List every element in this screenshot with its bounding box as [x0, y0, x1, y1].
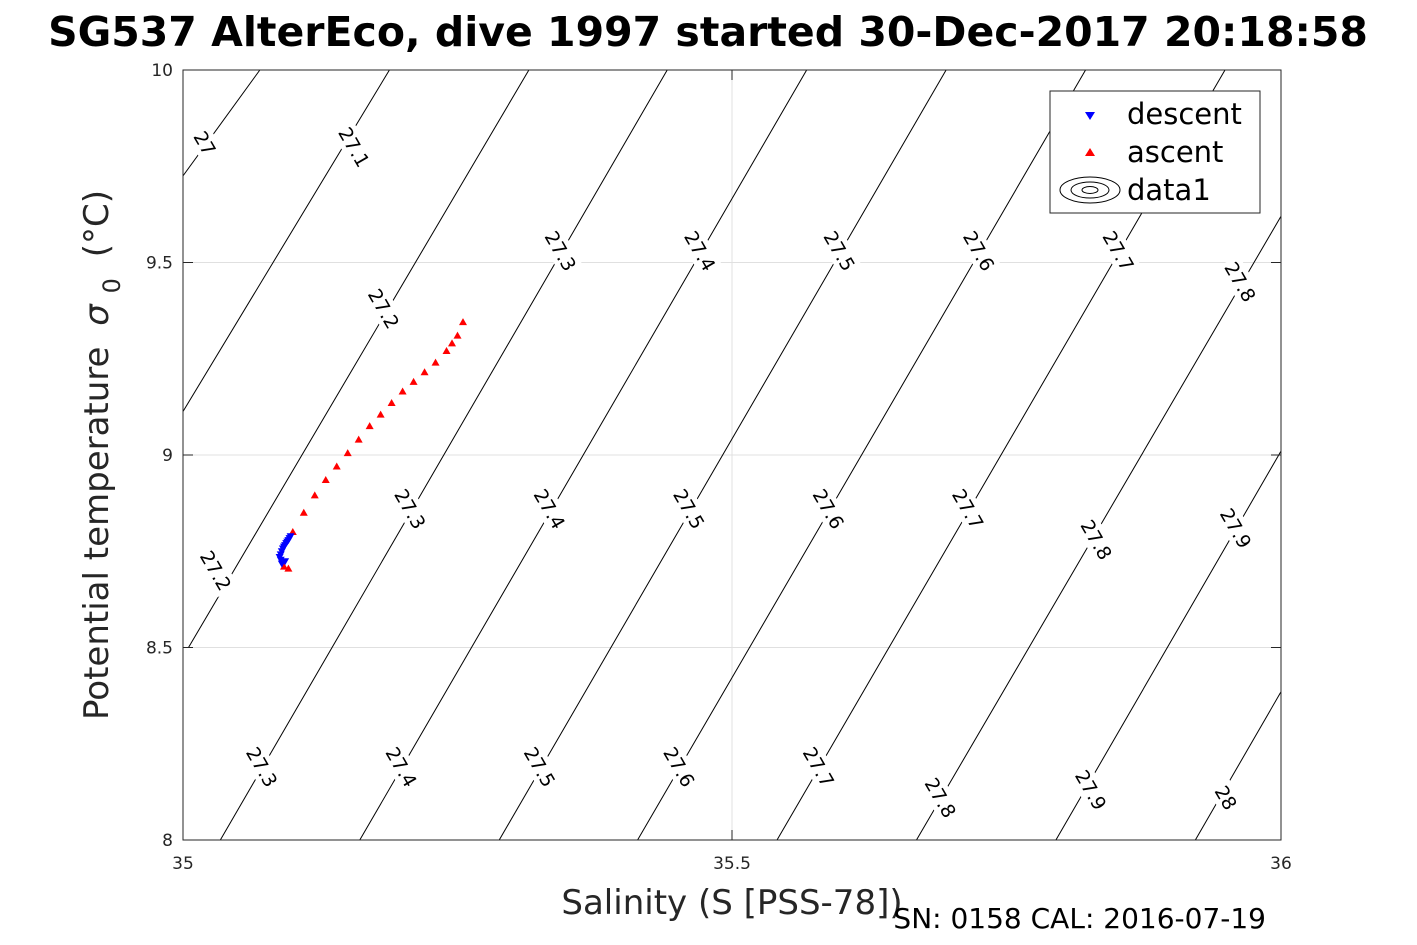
isopycnal-label-bg — [817, 224, 863, 278]
y-tick-label: 9.5 — [146, 254, 173, 274]
isopycnal-label-bg — [806, 482, 852, 536]
ascent-point — [321, 476, 330, 484]
x-tick-label: 35 — [172, 854, 194, 874]
isopycnal-label-bg — [796, 740, 842, 794]
isopycnal-line — [188, 69, 530, 648]
y-axis-label-unit: (°C) — [77, 190, 117, 257]
footer-sn-cal: SN: 0158 CAL: 2016-07-19 — [893, 902, 1266, 935]
ascent-point — [420, 368, 429, 376]
y-axis-label-subscript: 0 — [98, 278, 126, 293]
descent-point — [286, 533, 295, 541]
legend-ascent-marker — [1085, 148, 1095, 156]
ascent-point — [343, 449, 352, 457]
ascent-point — [442, 347, 451, 355]
isopycnal-line — [637, 69, 1086, 841]
y-tick-label: 9 — [162, 446, 173, 466]
y-axis-label: Potential temperature σ 0 (°C) — [77, 190, 129, 720]
ascent-point — [365, 422, 374, 430]
isopycnal-label-bg — [1068, 763, 1114, 817]
x-tick-label: 35.5 — [713, 854, 751, 874]
isopycnal-label-bg — [527, 482, 573, 536]
isopycnal-label-bg — [1217, 254, 1263, 309]
y-tick-label: 8.5 — [146, 639, 173, 659]
isopycnal-label-bg — [379, 740, 424, 794]
y-tick-label: 10 — [151, 61, 173, 81]
x-axis-label: Salinity (S [PSS-78]) — [561, 883, 902, 923]
legend-contour-icon — [1059, 176, 1121, 204]
ascent-point — [310, 491, 319, 499]
ascent-point — [354, 435, 363, 443]
ascent-point — [376, 410, 385, 418]
descent-point — [277, 560, 286, 568]
isopycnal-line — [498, 69, 947, 841]
ascent-point — [448, 339, 457, 347]
ascent-point — [280, 562, 289, 570]
ascent-point — [284, 564, 293, 572]
isopycnal-label-bg — [517, 740, 563, 794]
legend-ascent-label: ascent — [1127, 135, 1223, 169]
isopycnal-label-bg — [918, 770, 964, 825]
isopycnal-line — [182, 69, 261, 177]
ascent-point — [458, 318, 467, 326]
isopycnal-line — [219, 69, 668, 841]
isopycnal-line — [359, 69, 808, 841]
isopycnal-label-bg — [331, 120, 377, 174]
ascent-point — [453, 331, 462, 339]
descent-point — [276, 556, 285, 564]
isopycnal-label-bg — [956, 224, 1002, 278]
y-axis-label-symbol: σ — [77, 303, 117, 326]
legend-descent-marker — [1085, 112, 1095, 120]
isopycnal-label-bg — [1096, 224, 1141, 278]
y-axis-label-main: Potential temperature — [77, 347, 117, 720]
data-points — [275, 318, 467, 572]
ascent-point — [431, 358, 440, 366]
isopycnal-label-bg — [387, 482, 433, 536]
legend-data1-label: data1 — [1127, 173, 1211, 207]
ascent-point — [398, 387, 407, 395]
isopycnal-label-bg — [239, 740, 285, 794]
isopycnal-label-bg — [361, 281, 407, 336]
ascent-point — [409, 377, 418, 385]
ascent-point — [332, 462, 341, 470]
legend: descent ascent data1 — [1049, 90, 1261, 214]
legend-descent-label: descent — [1127, 97, 1242, 131]
ascent-point — [299, 508, 308, 516]
isopycnal-line — [1194, 691, 1282, 841]
isopycnal-label-bg — [538, 224, 584, 278]
y-axis-label-text: Potential temperature σ 0 (°C) — [77, 190, 129, 720]
isopycnal-label-bg — [1213, 501, 1259, 555]
axis-ticks: 35 35.5 36 8 8.5 9 9.5 10 — [146, 61, 1292, 874]
isopycnal-label-bg — [656, 740, 702, 794]
isopycnal-label-bg — [1074, 512, 1119, 567]
ascent-point — [387, 399, 396, 407]
isopycnal-label-bg — [182, 116, 228, 170]
y-tick-label: 8 — [162, 831, 173, 851]
isopycnal-label-bg — [677, 224, 723, 278]
isopycnal-label-bg — [666, 482, 712, 536]
isopycnal-label-bg — [193, 543, 239, 598]
isopycnal-label-bg — [945, 482, 991, 536]
x-tick-label: 36 — [1270, 854, 1292, 874]
isopycnal-contours — [182, 69, 1282, 841]
isopycnal-label-bg — [1203, 770, 1249, 825]
chart-title: SG537 AlterEco, dive 1997 started 30-Dec… — [48, 8, 1368, 56]
